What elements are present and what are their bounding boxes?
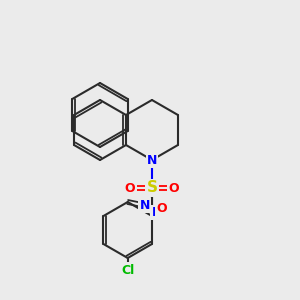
Text: O: O <box>124 182 135 194</box>
Text: Cl: Cl <box>121 263 134 277</box>
Text: N: N <box>147 154 157 166</box>
Text: O: O <box>169 182 179 194</box>
Text: O: O <box>157 202 167 215</box>
Text: S: S <box>146 181 158 196</box>
Text: N: N <box>152 206 162 219</box>
Text: N: N <box>140 199 150 212</box>
